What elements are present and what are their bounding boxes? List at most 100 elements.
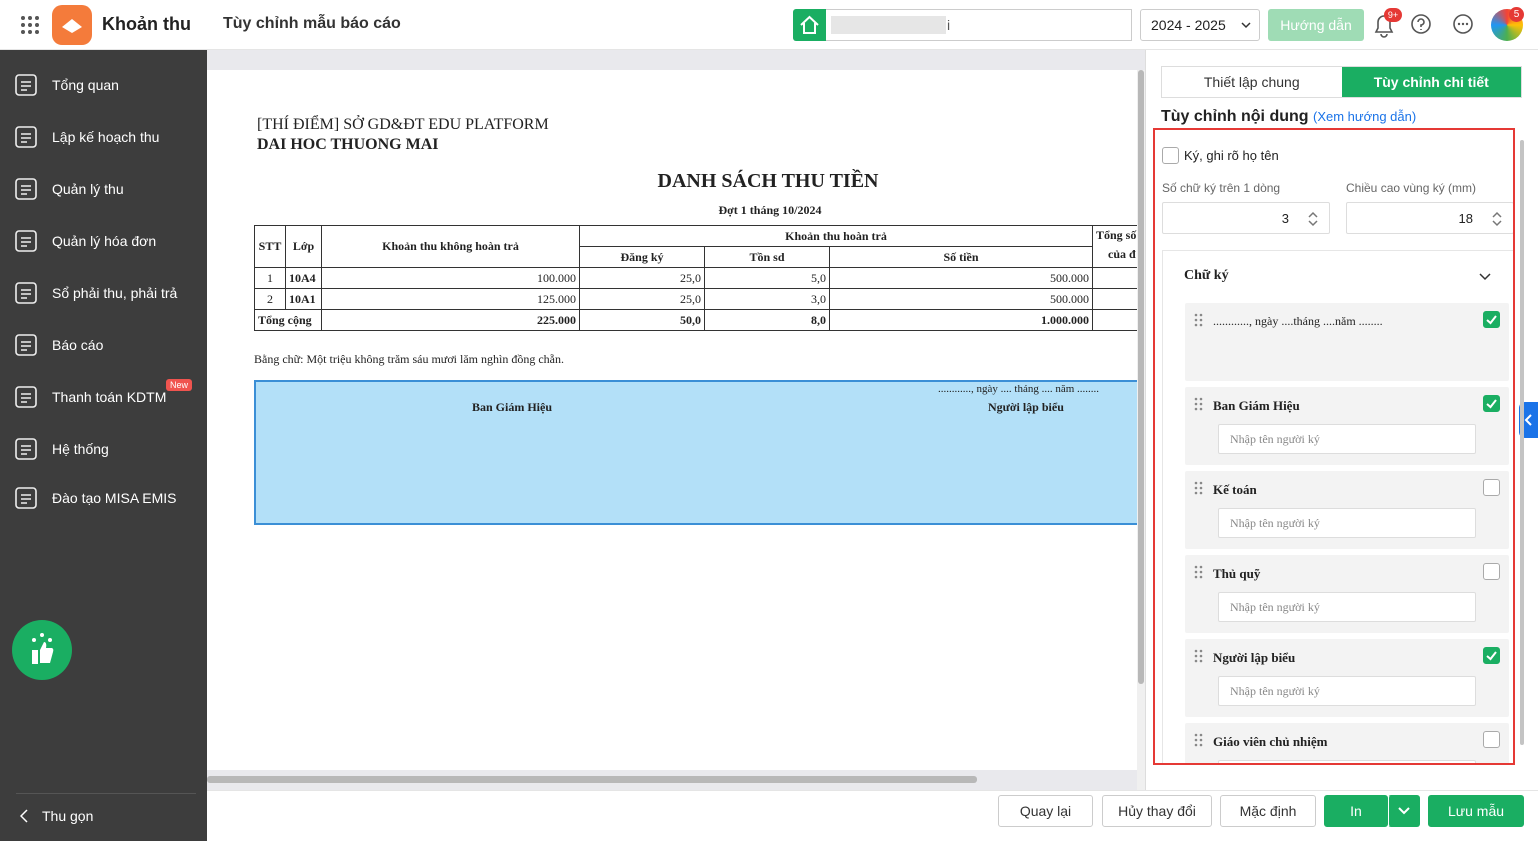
- nav-item[interactable]: Hệ thống: [0, 429, 207, 469]
- vertical-scrollbar[interactable]: [1137, 70, 1145, 790]
- name-input[interactable]: Nhập tên người ký: [1218, 592, 1476, 622]
- cell: 10A1: [285, 288, 322, 310]
- checkbox[interactable]: [1162, 147, 1179, 164]
- nav-item[interactable]: Lập kế hoạch thu: [0, 117, 207, 157]
- tab[interactable]: Thiết lập chung: [1203, 74, 1300, 90]
- section-title: Tùy chỉnh nội dung: [1161, 108, 1309, 125]
- print-dropdown[interactable]: [1388, 795, 1420, 827]
- checkbox[interactable]: [1483, 647, 1500, 664]
- total-cell: Tổng cộng: [254, 309, 322, 331]
- footer-button[interactable]: Mặc định: [1220, 795, 1316, 827]
- help-icon[interactable]: [1410, 13, 1432, 35]
- drag-handle[interactable]: [1194, 733, 1204, 749]
- drag-handle[interactable]: [1194, 481, 1204, 497]
- cell: 5,0: [704, 267, 830, 289]
- report-table: STT Lớp Khoản thu không hoàn trả Khoản thu …: [254, 225, 1137, 331]
- nav-label: Thanh toán KDTM: [52, 389, 167, 405]
- drag-handle[interactable]: [1194, 565, 1204, 581]
- nav-item[interactable]: Đào tạo MISA EMIS: [0, 478, 207, 518]
- feedback-button[interactable]: [12, 620, 72, 680]
- number-input[interactable]: 3: [1162, 202, 1330, 234]
- top-bar: Khoản thu Tùy chỉnh mẫu báo cáo i 2024 -…: [0, 0, 1538, 50]
- drag-handle[interactable]: [1194, 313, 1204, 329]
- nav-icon: [15, 282, 37, 304]
- name-input[interactable]: Nhập tên người ký: [1218, 760, 1476, 763]
- school-field[interactable]: i: [826, 9, 1132, 41]
- checkbox[interactable]: [1483, 395, 1500, 412]
- signature-item: Giáo viên chủ nhiệm Nhập tên người ký: [1185, 723, 1509, 763]
- nav-label: Đào tạo MISA EMIS: [52, 490, 177, 506]
- nav-item[interactable]: Sổ phải thu, phải trả: [0, 273, 207, 313]
- header-cell: Khoản thu hoàn trả: [579, 225, 1093, 247]
- nav-item[interactable]: Quản lý hóa đơn: [0, 221, 207, 261]
- nav-label: Sổ phải thu, phải trả: [52, 285, 178, 301]
- nav-label: Lập kế hoạch thu: [52, 129, 160, 145]
- footer-button[interactable]: Hủy thay đổi: [1102, 795, 1212, 827]
- signature-item: Ban Giám Hiệu Nhập tên người ký: [1185, 387, 1509, 465]
- year-value: 2024 - 2025: [1151, 17, 1226, 33]
- nav-icon: [15, 334, 37, 356]
- preview-area: [THÍ ĐIỂM] SỞ GD&ĐT EDU PLATFORM DAI HOC…: [207, 50, 1145, 790]
- tab[interactable]: Tùy chỉnh chi tiết: [1341, 67, 1521, 97]
- report-school: DAI HOC THUONG MAI: [257, 136, 439, 153]
- content-settings: Ký, ghi rõ họ tên Số chữ ký trên 1 dòng …: [1153, 128, 1515, 765]
- cell: 100.000: [321, 267, 580, 289]
- cell: 625: [1092, 288, 1137, 310]
- header-cell: Đăng ký: [579, 246, 705, 268]
- nav-icon: [15, 438, 37, 460]
- checkbox[interactable]: [1483, 311, 1500, 328]
- signer: Người lập biểu: [988, 400, 1064, 414]
- notification-badge: 9+: [1384, 8, 1402, 22]
- horizontal-scroll-thumb[interactable]: [207, 776, 977, 783]
- checkbox[interactable]: [1483, 731, 1500, 748]
- footer-button[interactable]: In: [1324, 795, 1388, 827]
- nav-item[interactable]: Tổng quan: [0, 65, 207, 105]
- amount-in-words: Bằng chữ: Một triệu không trăm sáu mươi …: [254, 352, 564, 366]
- collapse-label: Thu gọn: [42, 808, 94, 824]
- panel-scrollbar[interactable]: [1520, 140, 1524, 745]
- name-input[interactable]: Nhập tên người ký: [1218, 508, 1476, 538]
- cell: 600: [1092, 267, 1137, 289]
- nav-item[interactable]: Quản lý thu: [0, 169, 207, 209]
- school-field-value: i: [947, 17, 951, 33]
- app-logo: [52, 5, 92, 45]
- name-input[interactable]: Nhập tên người ký: [1218, 424, 1476, 454]
- group-title: Chữ ký: [1184, 268, 1229, 283]
- checkbox[interactable]: [1483, 563, 1500, 580]
- checkbox[interactable]: [1483, 479, 1500, 496]
- scroll-thumb[interactable]: [1138, 70, 1144, 684]
- report-organization: [THÍ ĐIỂM] SỞ GD&ĐT EDU PLATFORM: [257, 116, 549, 133]
- header-cell: Khoản thu không hoàn trả: [321, 225, 580, 268]
- collapse-icon[interactable]: [1479, 273, 1491, 281]
- header-row: STT Lớp Khoản thu không hoàn trả Khoản thu …: [254, 225, 1137, 268]
- signature-label: Kế toán: [1213, 482, 1257, 497]
- total-cell: 8,0: [704, 309, 830, 331]
- more-icon[interactable]: [1452, 13, 1474, 35]
- guide-button[interactable]: Hướng dẫn: [1268, 9, 1364, 41]
- cell: 3,0: [704, 288, 830, 310]
- app-grid-icon[interactable]: [20, 15, 40, 35]
- year-select[interactable]: 2024 - 2025: [1140, 9, 1260, 41]
- settings-panel: Thiết lập chung Tùy chỉnh chi tiết Tùy ch…: [1145, 50, 1538, 790]
- signature-date: ............, ngày .... tháng .... năm .…: [938, 383, 1100, 395]
- signature-area: ............, ngày .... tháng .... năm .…: [254, 380, 1137, 525]
- signature-label: Giáo viên chủ nhiệm: [1213, 734, 1328, 749]
- home-button[interactable]: [793, 9, 826, 41]
- nav-icon: [15, 178, 37, 200]
- nav-item[interactable]: Báo cáo: [0, 325, 207, 365]
- nav-label: Quản lý thu: [52, 181, 124, 197]
- footer-button[interactable]: Quay lại: [998, 795, 1093, 827]
- signature-item: Người lập biểu Nhập tên người ký: [1185, 639, 1509, 717]
- guide-link[interactable]: (Xem hướng dẫn): [1312, 109, 1417, 124]
- nav-label: Quản lý hóa đơn: [52, 233, 157, 249]
- drag-handle[interactable]: [1194, 649, 1204, 665]
- cell: 25,0: [579, 267, 705, 289]
- number-input[interactable]: 18: [1346, 202, 1513, 234]
- footer-button[interactable]: Lưu mẫu: [1428, 795, 1524, 827]
- nav-item[interactable]: Thanh toán KDTM New: [0, 377, 207, 417]
- collapse-button[interactable]: Thu gọn: [20, 808, 93, 824]
- drag-handle[interactable]: [1194, 397, 1204, 413]
- nav-icon: [15, 386, 37, 408]
- name-input[interactable]: Nhập tên người ký: [1218, 676, 1476, 706]
